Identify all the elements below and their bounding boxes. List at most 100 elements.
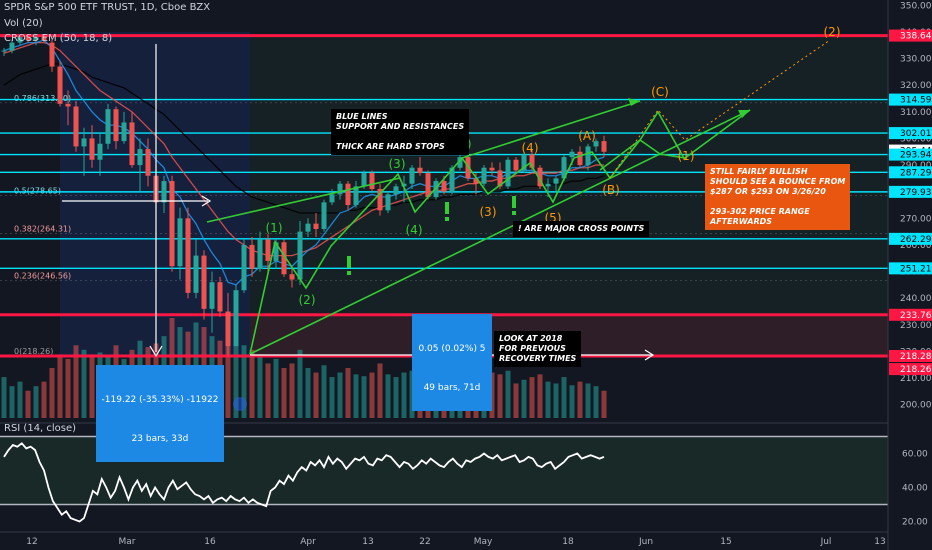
candle-body <box>481 167 487 184</box>
volume-bar <box>593 386 599 418</box>
candle-body <box>289 274 295 280</box>
candle-body <box>161 181 167 203</box>
volume-bar <box>225 331 231 418</box>
measure-arrow-head <box>149 345 163 358</box>
candle-body <box>217 282 223 312</box>
candle-body <box>409 167 415 184</box>
range-measure-bars: 49 bars, 71d <box>423 383 481 393</box>
candle-body <box>537 167 543 187</box>
recovery-arrow-head <box>644 349 655 361</box>
volume-bar <box>305 368 311 418</box>
price-label-badge <box>889 127 932 140</box>
price-label-badge <box>889 185 932 198</box>
price-label-badge <box>889 29 932 42</box>
candle-body <box>241 244 247 291</box>
candle-body <box>577 151 583 166</box>
upper-trend-line <box>461 100 641 159</box>
candle-body <box>265 239 271 261</box>
dividend-marker <box>233 397 247 411</box>
volume-bar <box>65 358 71 418</box>
candle-body <box>257 239 263 269</box>
candle-body <box>201 255 207 309</box>
price-label-badge <box>889 232 932 245</box>
volume-bar <box>289 363 295 418</box>
candle-body <box>401 183 407 187</box>
arrow-head <box>738 110 750 118</box>
candle-body <box>529 154 535 168</box>
candle-body <box>497 170 503 187</box>
projection-wave-line <box>599 109 751 171</box>
price-axis-tick: 350.00 <box>900 1 932 11</box>
price-label-text: 233.76 <box>900 311 932 321</box>
volume-bar <box>377 363 383 418</box>
candle-body <box>41 37 47 40</box>
cross-point-marker <box>445 217 449 221</box>
price-label-text: 338.64 <box>900 32 932 42</box>
candle-body <box>209 282 215 309</box>
volume-bar <box>489 372 495 418</box>
volume-bar <box>601 390 607 418</box>
time-axis-label: Mar <box>119 537 136 547</box>
volume-legend: Vol (20) <box>4 18 43 29</box>
volume-bar <box>393 377 399 418</box>
price-label-badge <box>889 363 932 376</box>
ema-line <box>3 39 605 286</box>
candle-body <box>49 42 55 67</box>
volume-bar <box>329 377 335 418</box>
ema-line <box>3 63 605 214</box>
price-axis-tick: 310.00 <box>900 108 932 118</box>
volume-bar <box>529 377 535 418</box>
chart-title: SPDR S&P 500 ETF TRUST, 1D, Cboe BZX <box>4 2 211 13</box>
fib-level-label: 0.236(246.56) <box>14 272 71 281</box>
price-label-badge <box>889 166 932 179</box>
volume-bar <box>345 368 351 418</box>
candle-body <box>585 146 591 166</box>
candle-body <box>65 103 71 107</box>
volume-bar <box>265 363 271 418</box>
volume-bar <box>577 381 583 418</box>
candle-body <box>353 186 359 206</box>
candle-body <box>25 37 31 40</box>
cross-point-marker <box>512 211 516 215</box>
recovery-note: LOOK AT 2018 FOR PREVIOUS RECOVERY TIMES <box>494 331 582 367</box>
price-axis-tick: 300.00 <box>900 134 932 144</box>
candle-body <box>57 66 63 104</box>
volume-bar <box>273 358 279 418</box>
candle-body <box>593 141 599 147</box>
volume-bar <box>401 372 407 418</box>
wave-label: (B) <box>602 183 620 197</box>
candle-body <box>17 37 23 43</box>
candle-body <box>369 173 375 190</box>
candle-body <box>81 138 87 147</box>
price-label-text: 302.01 <box>900 129 932 139</box>
candle-body <box>385 194 391 211</box>
fib-level-label: 0.382(264.31) <box>14 224 71 233</box>
price-label-badge <box>889 148 932 161</box>
candle-body <box>465 157 471 179</box>
time-axis-label: 12 <box>26 537 37 547</box>
price-axis-background <box>888 0 932 550</box>
bullish-note: STILL FAIRLY BULLISH SHOULD SEE A BOUNCE… <box>705 164 851 230</box>
candle-body <box>225 311 231 347</box>
drop-measure-bars: 23 bars, 33d <box>131 434 189 444</box>
candle-body <box>145 149 151 176</box>
volume-bar <box>369 372 375 418</box>
candle-body <box>273 242 279 261</box>
time-axis-label: 15 <box>720 537 731 547</box>
candle-body <box>449 167 455 192</box>
candle-body <box>513 159 519 171</box>
wave-label: (3) <box>480 205 497 219</box>
candle-body <box>1 50 7 52</box>
candle-body <box>129 122 135 166</box>
candle-body <box>489 167 495 171</box>
lower-trend-line <box>249 109 751 355</box>
time-axis-label: Jul <box>820 537 832 547</box>
price-label-text: 251.21 <box>900 264 932 274</box>
price-axis-tick: 240.00 <box>900 294 932 304</box>
candle-body <box>553 178 559 184</box>
volume-bar <box>17 381 23 418</box>
range-measure-value: 0.05 (0.02%) 5 <box>418 344 486 354</box>
volume-bar <box>1 377 7 418</box>
time-axis-label: 16 <box>204 537 216 547</box>
